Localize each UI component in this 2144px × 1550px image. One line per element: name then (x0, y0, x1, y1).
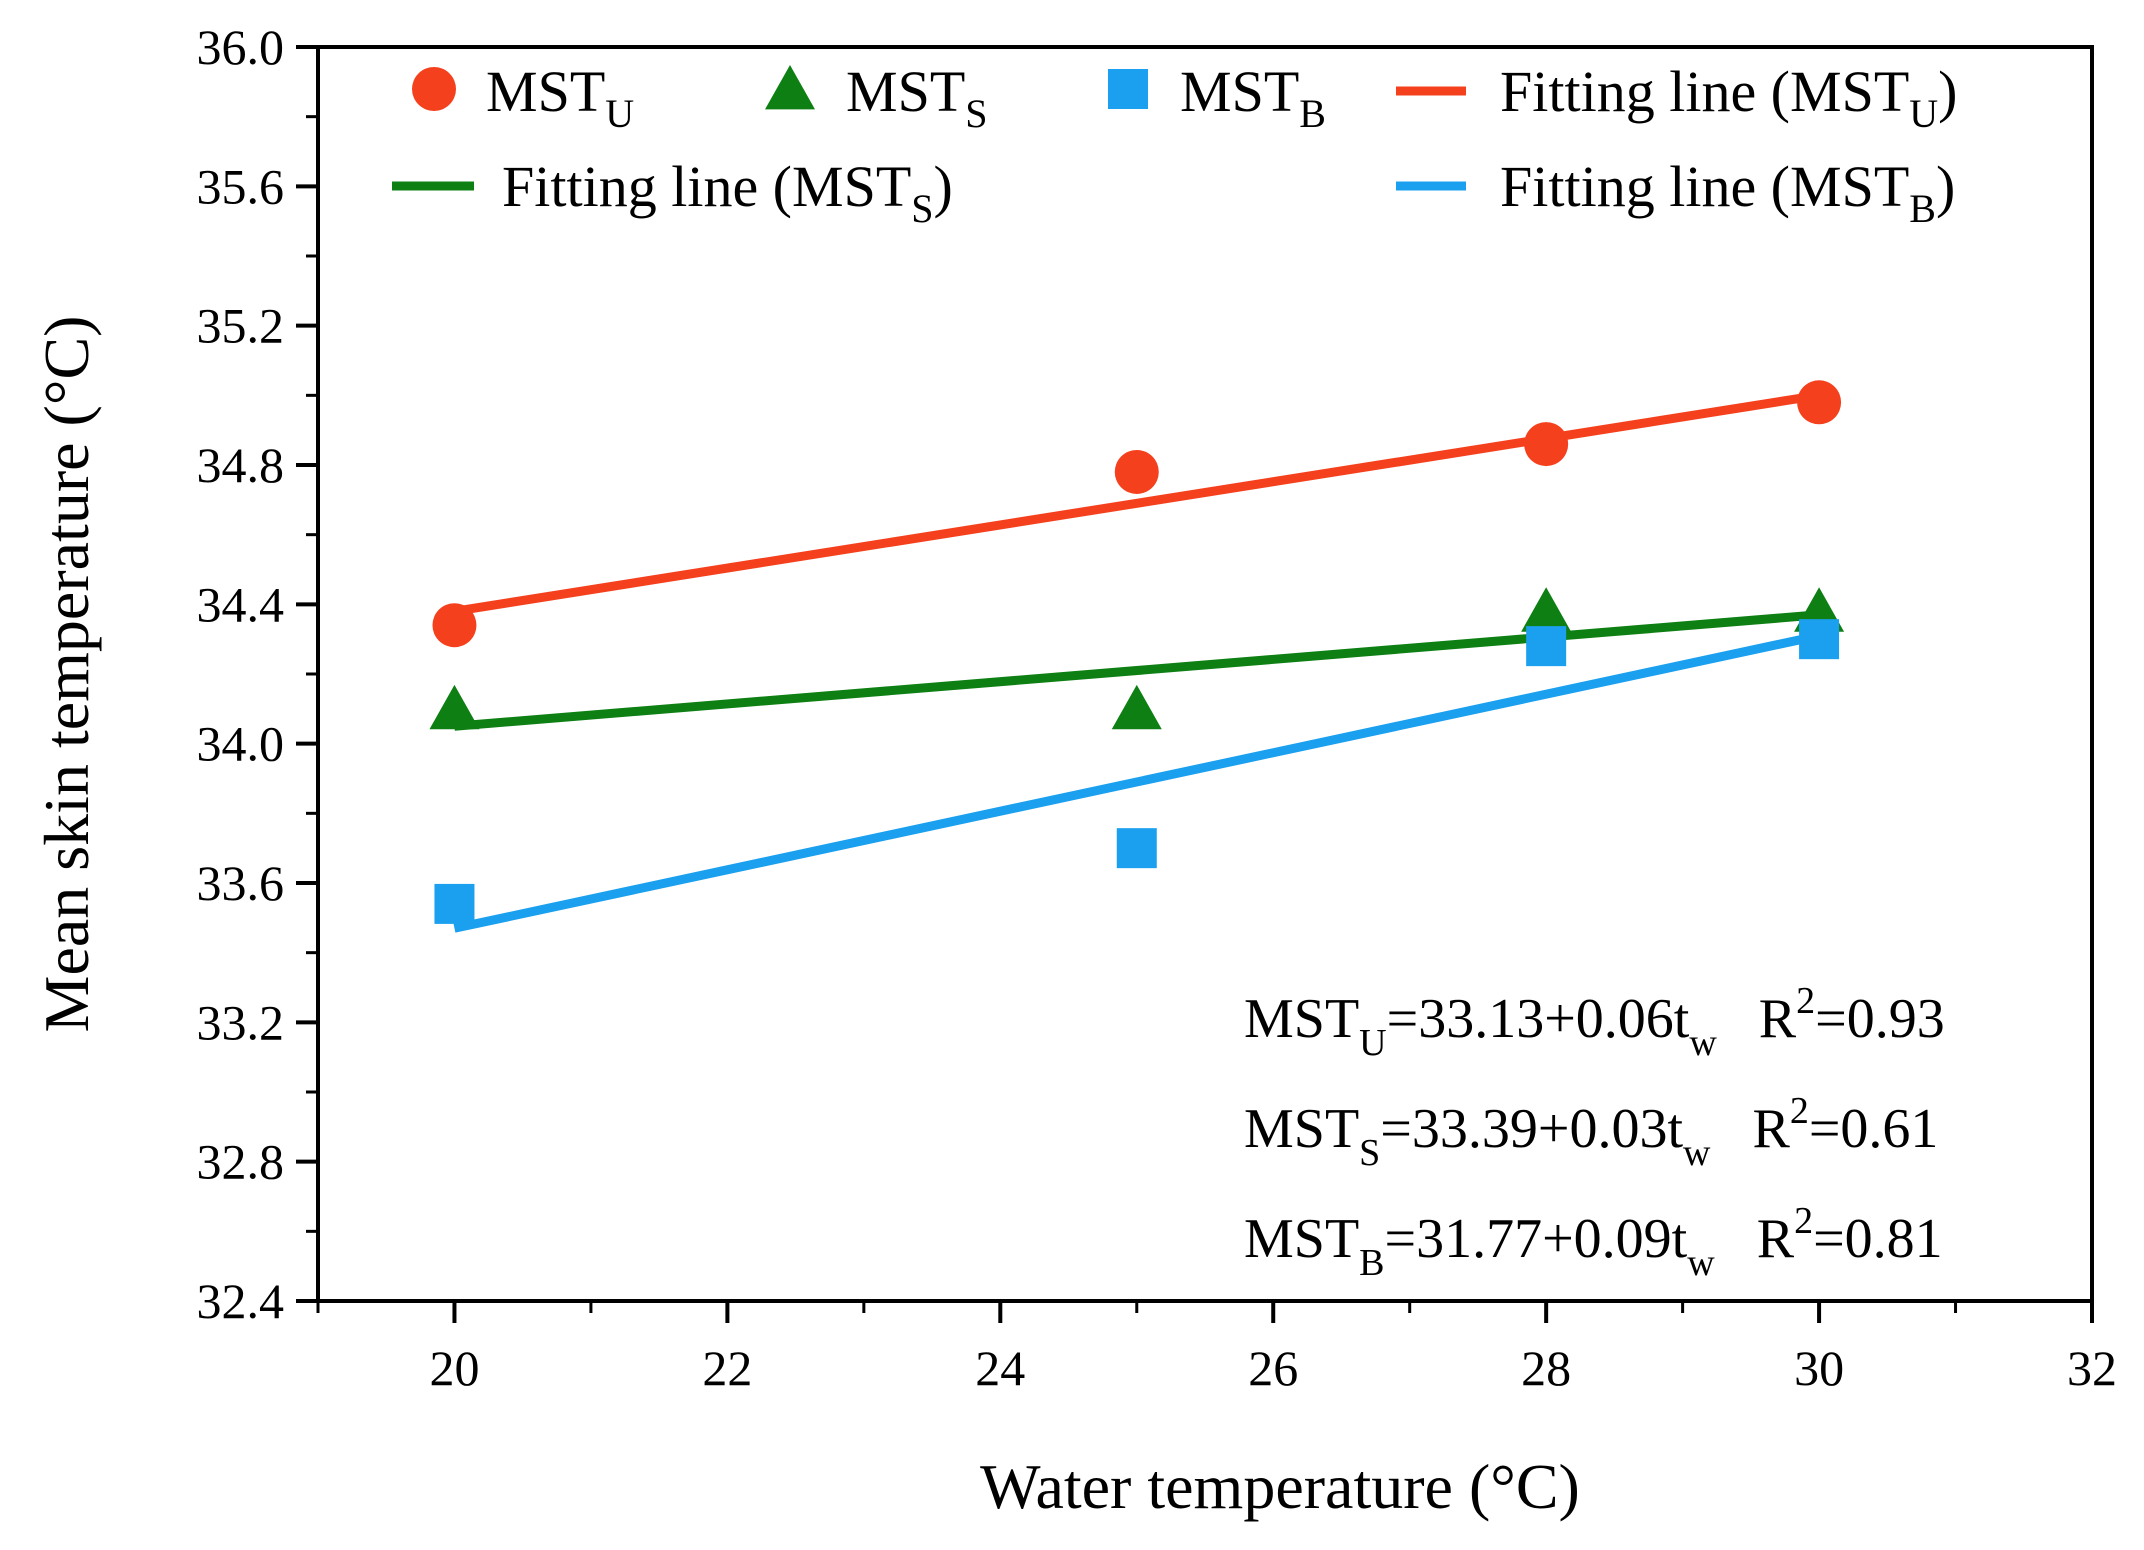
data-point-mst-s (1111, 684, 1162, 730)
x-tick-label: 20 (429, 1340, 479, 1396)
legend-marker-swatch (1108, 69, 1148, 109)
y-axis: 32.4 32.8 33.2 33.6 34.0 34.4 34.8 35.2 35.6 36.0 (197, 19, 318, 1329)
legend-label: Fitting line (MSTU) (1500, 59, 1957, 136)
data-point-mst-b (1799, 619, 1840, 660)
data-point-mst-s (1521, 587, 1572, 632)
fit-line-mst-s (454, 610, 1820, 731)
data-points (429, 380, 1845, 924)
data-point-mst-b (1526, 626, 1567, 667)
legend-entry: Fitting line (MSTU) (1396, 59, 1957, 136)
fit-equation: MSTS=33.39+0.03tw R2=0.61 (1244, 1090, 1938, 1174)
y-tick-label: 35.6 (197, 158, 285, 214)
y-tick-label: 32.8 (197, 1134, 285, 1190)
legend-entry: Fitting line (MSTS) (392, 154, 953, 231)
legend-marker-swatch (412, 67, 456, 111)
legend-marker-swatch (765, 65, 815, 110)
y-tick-label: 34.0 (197, 716, 285, 772)
fit-line-mst-u (453, 390, 1820, 616)
x-tick-label: 24 (975, 1340, 1025, 1396)
fit-equation: MSTU=33.13+0.06tw R2=0.93 (1244, 980, 1945, 1064)
legend-entry: MSTB (1108, 59, 1326, 136)
y-axis-title: Mean skin temperature (°C) (31, 316, 102, 1033)
data-point-mst-s (429, 684, 480, 730)
x-tick-label: 28 (1521, 1340, 1571, 1396)
y-tick-label: 34.4 (197, 576, 285, 632)
data-point-mst-u (1114, 449, 1159, 494)
legend-label: Fitting line (MSTS) (502, 154, 953, 231)
y-tick-label: 33.2 (197, 994, 285, 1050)
x-axis-title: Water temperature (°C) (980, 1451, 1580, 1522)
legend-entry: MSTU (412, 59, 634, 136)
legend: MSTU MSTS MSTB Fitting line (MSTU) Fitting l… (392, 59, 1957, 231)
legend-label: MSTS (846, 59, 988, 136)
x-tick-label: 30 (1794, 1340, 1844, 1396)
data-point-mst-u (432, 603, 477, 648)
y-tick-label: 32.4 (197, 1273, 285, 1329)
data-point-mst-b (1116, 828, 1157, 869)
legend-label: Fitting line (MSTB) (1500, 154, 1955, 231)
fit-line-mst-b (453, 631, 1821, 933)
fit-equation: MSTB=31.77+0.09tw R2=0.81 (1244, 1200, 1943, 1284)
data-point-mst-b (434, 883, 475, 924)
x-tick-label: 22 (702, 1340, 752, 1396)
x-tick-label: 32 (2067, 1340, 2117, 1396)
fitting-lines (453, 390, 1821, 933)
legend-label: MSTU (486, 59, 634, 136)
legend-entry: Fitting line (MSTB) (1396, 154, 1955, 231)
x-axis: 20 22 24 26 28 30 32 (316, 1301, 2117, 1396)
data-point-mst-u (1524, 422, 1569, 467)
y-tick-label: 34.8 (197, 437, 285, 493)
x-tick-label: 26 (1248, 1340, 1298, 1396)
data-point-mst-u (1797, 380, 1842, 425)
y-tick-label: 36.0 (197, 19, 285, 75)
y-tick-label: 33.6 (197, 855, 285, 911)
legend-label: MSTB (1180, 59, 1326, 136)
fit-equations: MSTU=33.13+0.06tw R2=0.93 MSTS=33.39+0.03… (1244, 980, 1945, 1284)
y-tick-label: 35.2 (197, 298, 285, 354)
legend-entry: MSTS (765, 59, 988, 136)
